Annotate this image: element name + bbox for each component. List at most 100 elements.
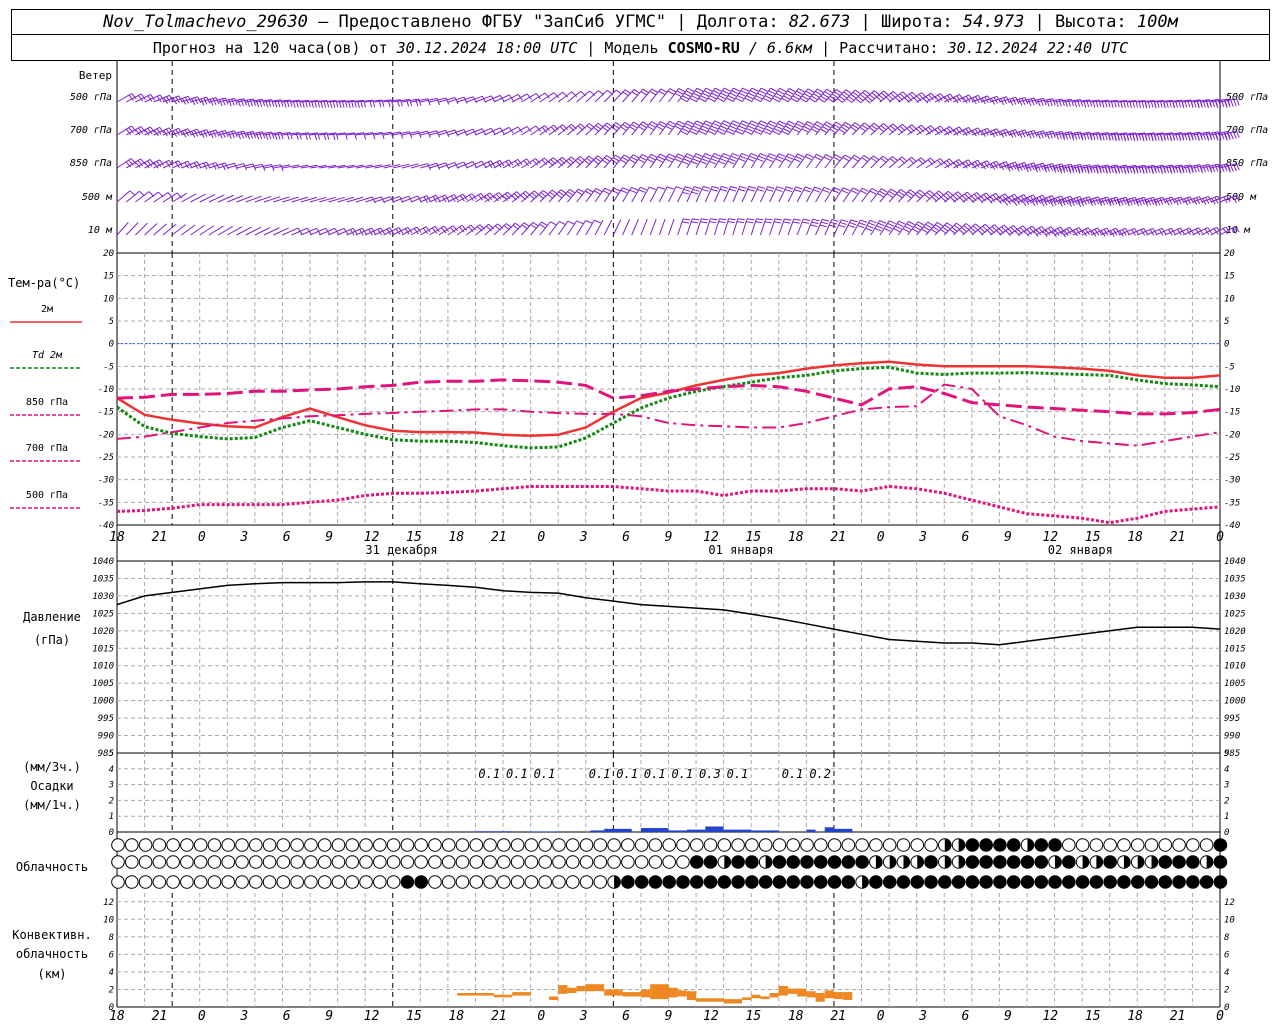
wind-barb-staff — [300, 164, 318, 169]
wind-barb-staff — [383, 227, 400, 236]
wind-barb-flag — [632, 154, 640, 159]
wind-barb-flag — [191, 98, 196, 106]
cloud-symbol — [469, 855, 484, 869]
temperature-xtick-label: 0 — [537, 530, 545, 545]
precipitation-ytick-right: 2 — [1224, 796, 1229, 806]
wind-barb-staff — [1183, 227, 1199, 236]
wind-barb-flag — [1012, 199, 1018, 206]
cloud-symbol — [965, 875, 980, 889]
wind-barb-flag — [1150, 134, 1154, 142]
wind-barb-staff — [1201, 226, 1217, 236]
wind-barb-flag — [1061, 98, 1065, 106]
wind-barb — [576, 220, 593, 236]
wind-barb-flag — [1132, 134, 1136, 142]
temperature-ytick-right: -20 — [1224, 430, 1240, 440]
precip-3h-label: 0.2 — [809, 767, 831, 781]
wind-barb-flag — [1030, 199, 1036, 207]
wind-barb-flag — [667, 90, 675, 95]
precip-3h-label: 0.1 — [782, 767, 804, 781]
wind-barb-flag — [1232, 196, 1237, 203]
cloud-symbol — [1213, 855, 1228, 869]
wind-barb-flag — [676, 123, 684, 128]
wind-barb-flag — [135, 129, 141, 136]
wind-barb — [870, 220, 887, 236]
wind-barb-flag — [1015, 198, 1021, 205]
cloud-symbol — [304, 838, 318, 852]
wind-barb — [227, 98, 247, 107]
wind-barb-flag — [675, 186, 683, 190]
wind-barb-flag — [953, 96, 959, 104]
wind-barb-flag — [1190, 100, 1194, 108]
convective-bar — [760, 996, 770, 1000]
wind-barb-flag — [1024, 165, 1029, 173]
wind-barb-flag — [855, 98, 862, 104]
temperature-series-3 — [116, 383, 1221, 447]
cloud-symbol — [235, 838, 249, 852]
bottom-xtick-label: 9 — [325, 1009, 333, 1024]
wind-barb — [861, 219, 877, 236]
wind-barb-flag — [873, 155, 880, 161]
wind-barb-flag — [642, 88, 650, 94]
wind-barb-flag — [463, 96, 468, 104]
wind-barb-flag — [1061, 199, 1066, 206]
wind-barb-staff — [1091, 227, 1108, 236]
wind-barb-flag — [902, 228, 910, 233]
cloud-symbol-half — [1027, 838, 1034, 852]
wind-barb-flag — [1104, 197, 1109, 205]
wind-barb-flag — [865, 227, 873, 232]
wind-barb-flag — [1177, 197, 1182, 205]
cloud-symbol — [717, 875, 732, 889]
cloud-symbol — [621, 875, 635, 889]
wind-barb-flag — [781, 130, 789, 135]
wind-barb-flag — [835, 89, 843, 94]
wind-barb-staff — [420, 194, 437, 203]
cloud-symbol — [1172, 838, 1186, 852]
wind-barb-flag — [602, 126, 609, 132]
wind-barb-flag — [622, 91, 630, 97]
wind-barb-staff — [411, 98, 428, 103]
wind-barb-flag — [841, 219, 849, 223]
wind-barb-flag — [1116, 133, 1120, 141]
wind-barb-flag — [1070, 199, 1075, 206]
wind-barb — [631, 153, 649, 169]
wind-barb — [704, 186, 720, 203]
wind-barb-flag — [946, 127, 952, 134]
wind-barb-flag — [823, 186, 831, 191]
wind-barb-flag — [701, 125, 709, 130]
wind-barb-flag — [781, 97, 789, 102]
wind-barb-flag — [831, 93, 839, 99]
wind-barb-staff — [364, 227, 381, 236]
bottom-xtick-label: 18 — [109, 1009, 125, 1024]
wind-barb-flag — [1064, 132, 1069, 140]
day-label: 02 января — [1048, 543, 1113, 557]
wind-barb — [805, 186, 822, 203]
cloud-symbol — [758, 838, 773, 852]
wind-barb-flag — [926, 192, 933, 198]
wind-barb — [640, 88, 659, 103]
wind-barb-flag — [985, 192, 992, 199]
wind-barb-staff — [585, 220, 595, 236]
convective-ytick-left: 6 — [109, 950, 114, 960]
cloud-symbol — [373, 875, 387, 889]
wind-barb-flag — [1032, 194, 1038, 202]
wind-barb-flag — [1110, 198, 1115, 206]
wind-barb-flag — [909, 189, 917, 195]
cloud-symbol — [841, 875, 856, 889]
wind-barb — [677, 120, 694, 136]
wind-barb-flag — [1066, 228, 1072, 235]
convective-ytick-left: 12 — [103, 898, 114, 908]
cloud-symbol — [924, 855, 938, 869]
wind-barb-flag — [1236, 98, 1240, 106]
wind-barb-flag — [712, 155, 720, 160]
wind-barb-staff — [640, 186, 650, 203]
wind-barb-flag — [128, 94, 134, 101]
wind-barb-flag — [1144, 199, 1149, 207]
cloud-symbol — [138, 875, 153, 889]
wind-barb — [171, 224, 186, 236]
wind-barb-flag — [803, 189, 811, 193]
wind-barb-flag — [786, 155, 794, 160]
wind-barb-flag — [150, 94, 156, 101]
wind-barb — [668, 153, 685, 169]
cloud-symbol — [565, 855, 580, 869]
cloud-symbol — [758, 875, 773, 889]
